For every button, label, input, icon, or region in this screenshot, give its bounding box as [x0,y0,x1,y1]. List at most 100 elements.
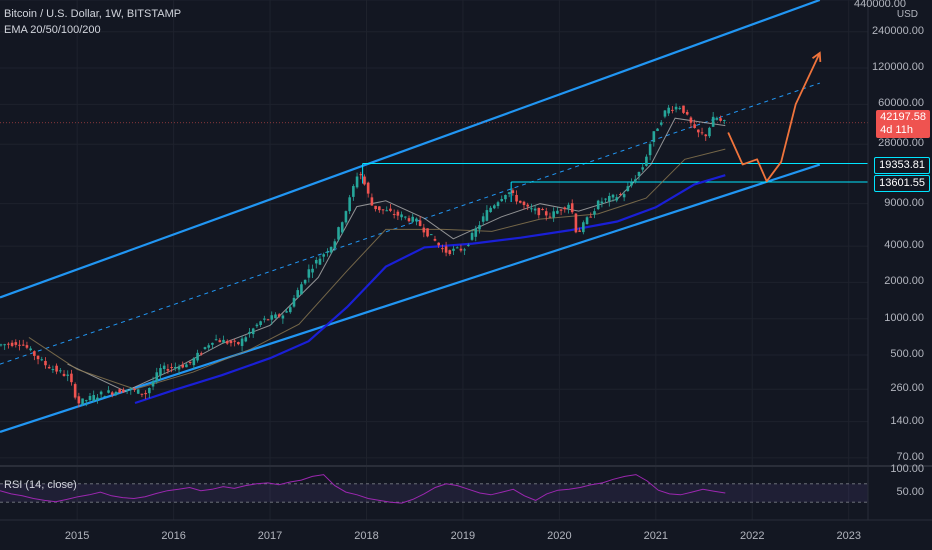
candle-up [159,368,162,376]
candle-up [626,186,630,192]
candle-up [99,391,103,395]
candle-down [118,389,121,393]
candle-down [25,345,29,348]
candle-up [708,127,711,137]
candle-down [444,246,448,253]
candle-down [225,341,229,344]
countdown-label: 4d 11h [880,123,913,136]
candle-down [697,129,700,133]
candle-up [81,398,84,405]
level-price-tag: 19353.81 [874,156,930,174]
candle-down [407,218,411,222]
currency-label: USD [896,9,918,20]
candle-down [441,248,444,250]
candle-up [622,194,626,198]
candle-up [196,352,199,361]
candle-down [47,366,51,369]
price-tick-label: 440000.00 [854,0,906,10]
candle-up [103,395,107,397]
candle-up [659,122,663,125]
candle-up [255,324,259,327]
candle-down [389,208,392,211]
candle-up [463,249,466,251]
candle-up [285,311,288,313]
candle-down [522,201,526,206]
candle-up [593,211,596,215]
time-tick-label: 2019 [450,530,476,542]
candle-up [263,318,266,320]
price-tick-label: 260.00 [890,382,924,395]
candle-up [715,117,719,120]
rsi-pane [0,474,868,504]
candle-up [340,222,344,233]
candle-down [374,205,377,210]
price-tick-label: 4000.00 [884,239,924,252]
candle-up [344,211,348,223]
candle-up [92,395,95,401]
candle-up [148,387,151,394]
candle-up [656,128,659,131]
candle-down [459,248,463,251]
candle-up [604,198,607,200]
ema-legend[interactable]: EMA 20/50/100/200 [4,24,101,36]
candle-up [0,344,3,346]
candle-down [518,200,522,203]
candle-up [504,194,507,200]
candle-up [608,195,611,202]
rsi-legend[interactable]: RSI (14, close) [4,479,77,491]
candle-down [133,388,136,391]
candle-down [619,193,622,195]
candle-up [500,198,504,202]
candle-down [689,117,693,123]
candle-up [96,397,99,400]
candle-up [352,186,355,197]
candle-up [400,214,403,218]
candle-down [693,124,696,128]
time-tick-label: 2018 [354,530,379,542]
time-tick-label: 2016 [161,530,186,542]
candle-up [596,200,600,210]
candle-down [44,360,47,366]
candle-up [403,216,407,218]
candle-down [73,384,77,398]
time-tick-label: 2021 [643,530,669,542]
candle-up [678,107,682,109]
candle-down [378,206,381,211]
candle-down [570,203,574,213]
projection-path [727,52,821,183]
candle-up [667,107,670,114]
candle-up [326,251,329,253]
candle-up [630,182,633,186]
time-tick-label: 2020 [547,530,572,542]
candle-up [611,194,615,198]
candle-up [174,366,177,368]
candle-up [107,390,110,393]
candle-down [122,389,125,393]
candle-down [682,105,685,113]
symbol-legend[interactable]: Bitcoin / U.S. Dollar, 1W, BITSTAMP [4,8,182,20]
candle-up [318,258,322,265]
candle-up [415,218,418,222]
candle-up [637,171,641,177]
candle-down [110,392,114,395]
candle-up [470,232,474,240]
candle-up [533,208,537,211]
candle-up [177,366,181,370]
candle-up [585,217,589,224]
candle-down [515,194,518,202]
candle-up [151,381,155,387]
candle-up [478,225,481,230]
candle-down [36,355,40,360]
candle-up [125,389,129,391]
candle-down [537,207,541,216]
candle-down [544,211,548,216]
candle-up [552,211,555,218]
candle-down [704,134,708,137]
candle-down [237,342,240,345]
candle-up [136,389,140,394]
candle-up [51,369,55,371]
candle-down [233,340,236,342]
candle-down [396,211,400,216]
candle-down [140,393,144,395]
